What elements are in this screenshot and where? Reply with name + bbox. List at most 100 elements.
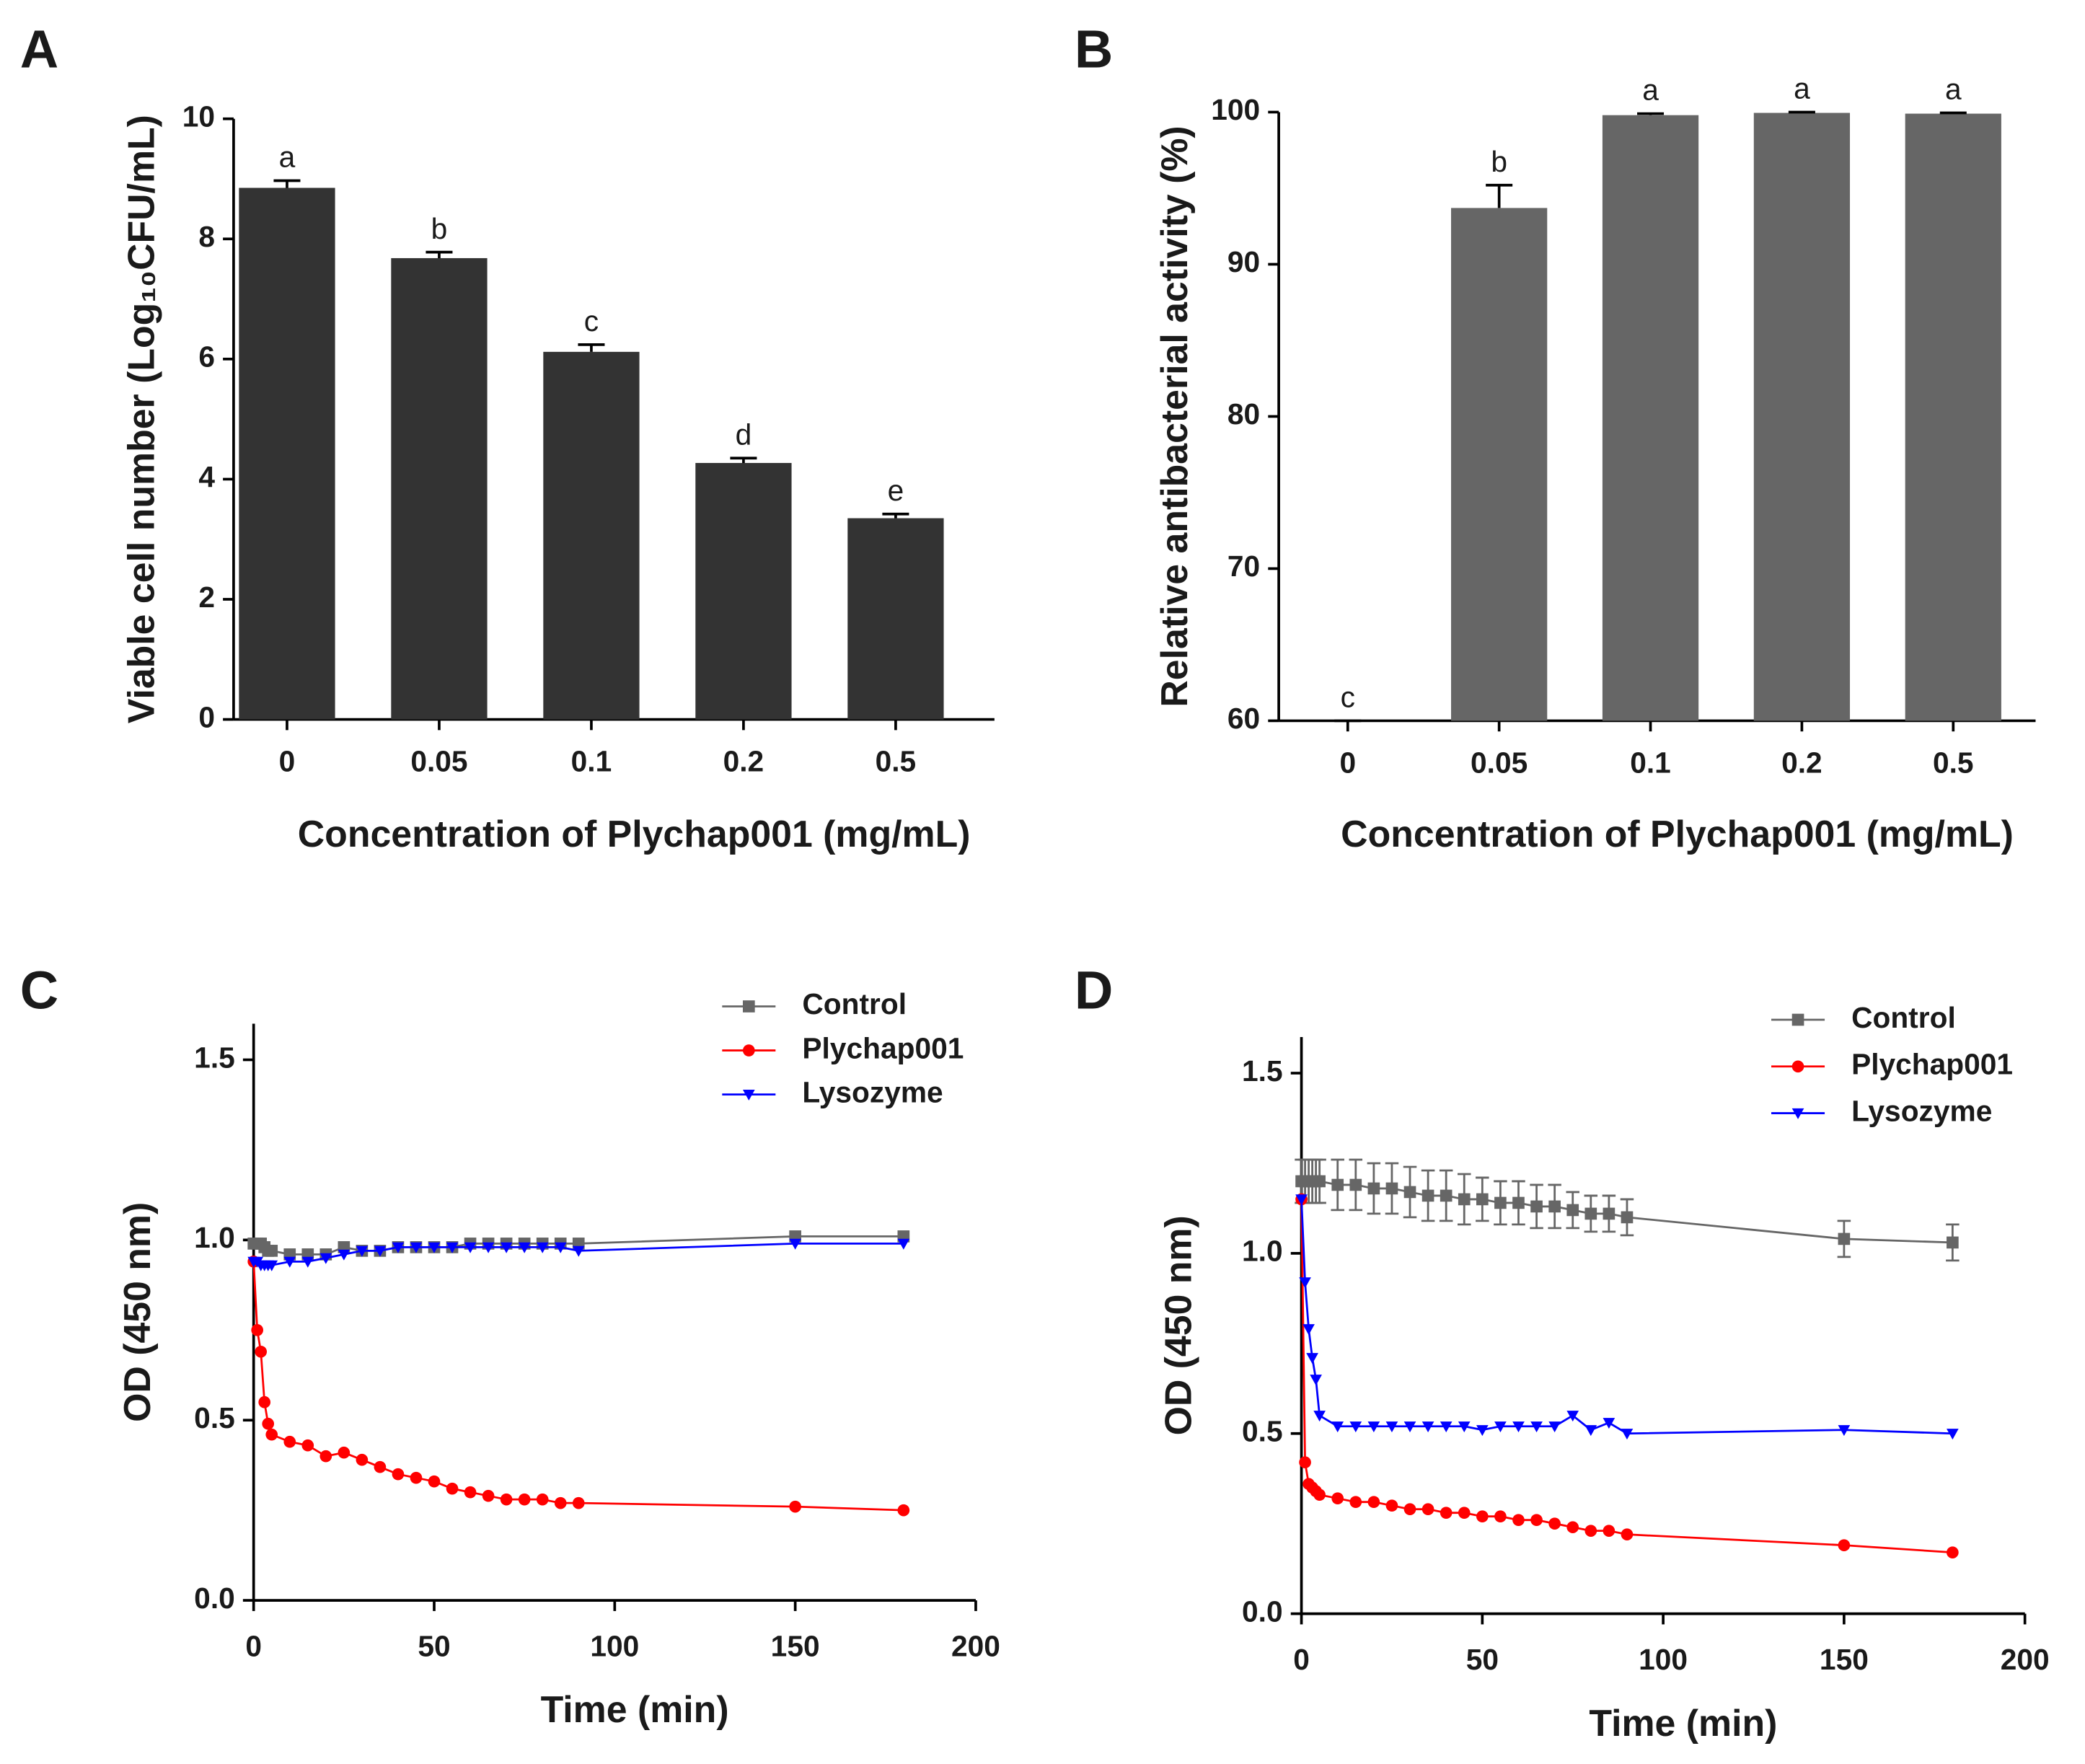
legend-marker — [1791, 1060, 1804, 1073]
marker — [1313, 1411, 1326, 1422]
bar-annotation: b — [431, 212, 448, 245]
panel-label: A — [20, 19, 58, 79]
error-bar — [1939, 111, 1967, 115]
y-tick-label: 90 — [1227, 245, 1260, 278]
marker — [1476, 1510, 1489, 1523]
marker — [1621, 1528, 1634, 1540]
marker — [789, 1500, 801, 1513]
marker — [1299, 1456, 1311, 1469]
marker — [500, 1493, 513, 1506]
marker — [1385, 1421, 1398, 1433]
marker — [392, 1468, 405, 1481]
marker — [338, 1446, 351, 1459]
x-tick-label: 0.2 — [723, 744, 764, 777]
x-tick-label: 150 — [1820, 1643, 1869, 1676]
marker — [1306, 1353, 1318, 1364]
y-tick-label: 1.0 — [194, 1221, 235, 1254]
bar — [239, 188, 335, 720]
marker — [1494, 1196, 1507, 1209]
marker — [1367, 1182, 1380, 1195]
marker — [356, 1453, 369, 1466]
marker — [1313, 1175, 1326, 1188]
marker — [1530, 1421, 1543, 1433]
x-axis-label: Concentration of Plychap001 (mg/mL) — [1341, 813, 2014, 855]
y-tick-label: 0 — [198, 700, 215, 733]
marker — [428, 1242, 441, 1253]
x-tick-label: 50 — [1466, 1643, 1499, 1676]
marker — [1403, 1421, 1416, 1433]
marker — [464, 1242, 477, 1253]
x-tick-label: 50 — [418, 1629, 450, 1662]
y-tick-label: 4 — [198, 460, 215, 493]
y-tick-label: 1.5 — [194, 1041, 235, 1074]
marker — [897, 1504, 910, 1517]
x-tick-label: 0.5 — [1933, 746, 1974, 779]
marker — [1299, 1277, 1311, 1289]
marker — [1349, 1178, 1362, 1191]
marker — [1947, 1236, 1959, 1249]
bar-annotation: e — [888, 474, 904, 507]
marker — [1838, 1539, 1851, 1551]
marker — [1838, 1425, 1851, 1437]
bar-annotation: d — [736, 418, 752, 451]
x-axis-label: Time (min) — [541, 1688, 729, 1730]
marker — [410, 1242, 423, 1253]
marker — [251, 1323, 264, 1336]
error-bar — [426, 250, 453, 258]
error-bar — [730, 457, 757, 463]
bar-annotation: c — [584, 304, 599, 338]
marker — [1603, 1525, 1615, 1537]
bar-annotation: c — [1341, 681, 1355, 714]
marker — [428, 1475, 441, 1488]
bar-annotation: a — [1945, 73, 1962, 106]
marker — [1367, 1496, 1380, 1509]
marker — [1947, 1429, 1959, 1440]
marker — [319, 1450, 332, 1463]
marker — [265, 1245, 278, 1257]
marker — [1947, 1546, 1959, 1558]
x-tick-label: 100 — [1639, 1643, 1688, 1676]
marker — [1476, 1193, 1489, 1206]
marker — [392, 1242, 405, 1253]
marker — [518, 1493, 531, 1506]
marker — [1476, 1425, 1489, 1437]
panel-label: C — [20, 960, 58, 1020]
x-tick-label: 0 — [279, 744, 296, 777]
x-tick-label: 0.5 — [876, 744, 917, 777]
marker — [1603, 1207, 1615, 1220]
error-bar — [273, 179, 301, 188]
marker — [464, 1486, 477, 1499]
x-tick-label: 0.05 — [1471, 746, 1528, 779]
marker — [897, 1238, 910, 1250]
bar — [543, 351, 640, 720]
y-tick-label: 1.5 — [1242, 1054, 1283, 1088]
y-axis-label: OD (450 nm) — [116, 1202, 158, 1422]
marker — [1331, 1421, 1344, 1433]
error-bar — [882, 512, 909, 519]
marker — [1512, 1196, 1525, 1209]
series-line — [252, 1261, 904, 1512]
marker — [319, 1253, 332, 1264]
x-tick-label: 150 — [771, 1629, 820, 1662]
error-bar — [1788, 110, 1815, 114]
y-tick-label: 0.0 — [194, 1582, 235, 1615]
y-tick-label: 1.0 — [1242, 1235, 1283, 1268]
marker — [374, 1460, 387, 1473]
marker — [1331, 1178, 1344, 1191]
marker — [1403, 1503, 1416, 1516]
marker — [1458, 1193, 1471, 1206]
legend-label: Control — [1851, 1001, 1956, 1034]
marker — [1421, 1189, 1434, 1202]
marker — [410, 1471, 423, 1484]
marker — [1349, 1421, 1362, 1433]
marker — [1603, 1418, 1615, 1429]
marker — [789, 1238, 801, 1250]
marker — [301, 1256, 314, 1268]
legend-label: Plychap001 — [1851, 1048, 2013, 1081]
marker — [1295, 1194, 1308, 1206]
marker — [1512, 1421, 1525, 1433]
marker — [572, 1496, 585, 1509]
marker — [374, 1245, 387, 1257]
bar-annotation: b — [1491, 145, 1507, 178]
marker — [1584, 1525, 1597, 1537]
